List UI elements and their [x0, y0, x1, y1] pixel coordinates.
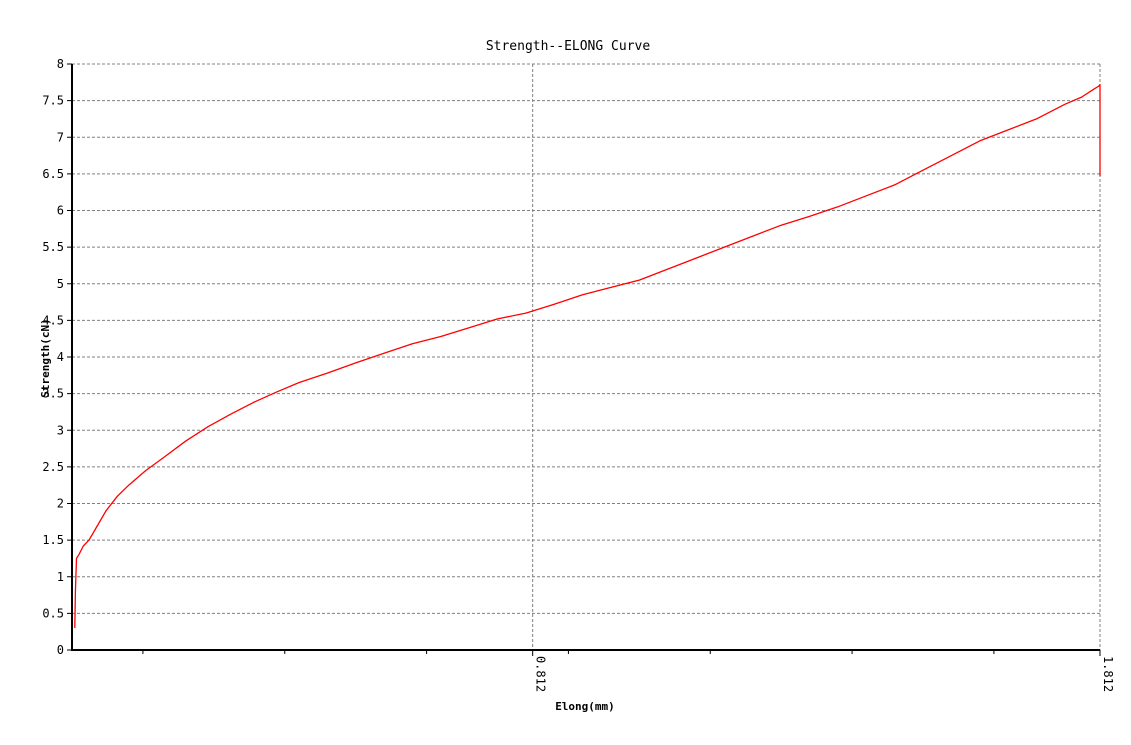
- x-tick-label: 0.812: [534, 656, 548, 692]
- y-tick-label: 6: [57, 204, 64, 218]
- y-axis-title: Strength(cN): [39, 318, 52, 397]
- grid-lines: [72, 63, 1101, 650]
- y-tick-labels: 0 0.5 1 1.5 2 2.5 3 3.5 4 4.5 5 5.5 6 6.5 7 7.5 8: [42, 57, 64, 657]
- series-layer: [74, 83, 1101, 629]
- x-tick-labels: 0.812 1.812: [534, 656, 1115, 692]
- x-minor-ticks: [142, 650, 995, 654]
- y-tick-label: 7.5: [42, 94, 64, 108]
- x-axis-title: Elong(mm): [555, 700, 615, 713]
- y-tick-label: 2: [57, 497, 64, 511]
- axes: [67, 63, 1101, 656]
- x-tick-label: 1.812: [1101, 656, 1115, 692]
- y-tick-label: 2.5: [42, 460, 64, 474]
- y-tick-label: 7: [57, 130, 64, 144]
- chart-title: Strength--ELONG Curve: [486, 39, 651, 54]
- y-tick-label: 0.5: [42, 606, 64, 620]
- y-tick-label: 5: [57, 277, 64, 291]
- y-tick-label: 1.5: [42, 533, 64, 547]
- y-tick-label: 3: [57, 423, 64, 437]
- y-tick-label: 6.5: [42, 167, 64, 181]
- y-tick-label: 0: [57, 643, 64, 657]
- y-tick-label: 5.5: [42, 240, 64, 254]
- y-tick-label: 1: [57, 570, 64, 584]
- series-line: [74, 83, 1101, 629]
- y-tick-label: 8: [57, 57, 64, 71]
- y-tick-label: 4.5: [42, 313, 64, 327]
- y-tick-label: 4: [57, 350, 64, 364]
- y-tick-label: 3.5: [42, 387, 64, 401]
